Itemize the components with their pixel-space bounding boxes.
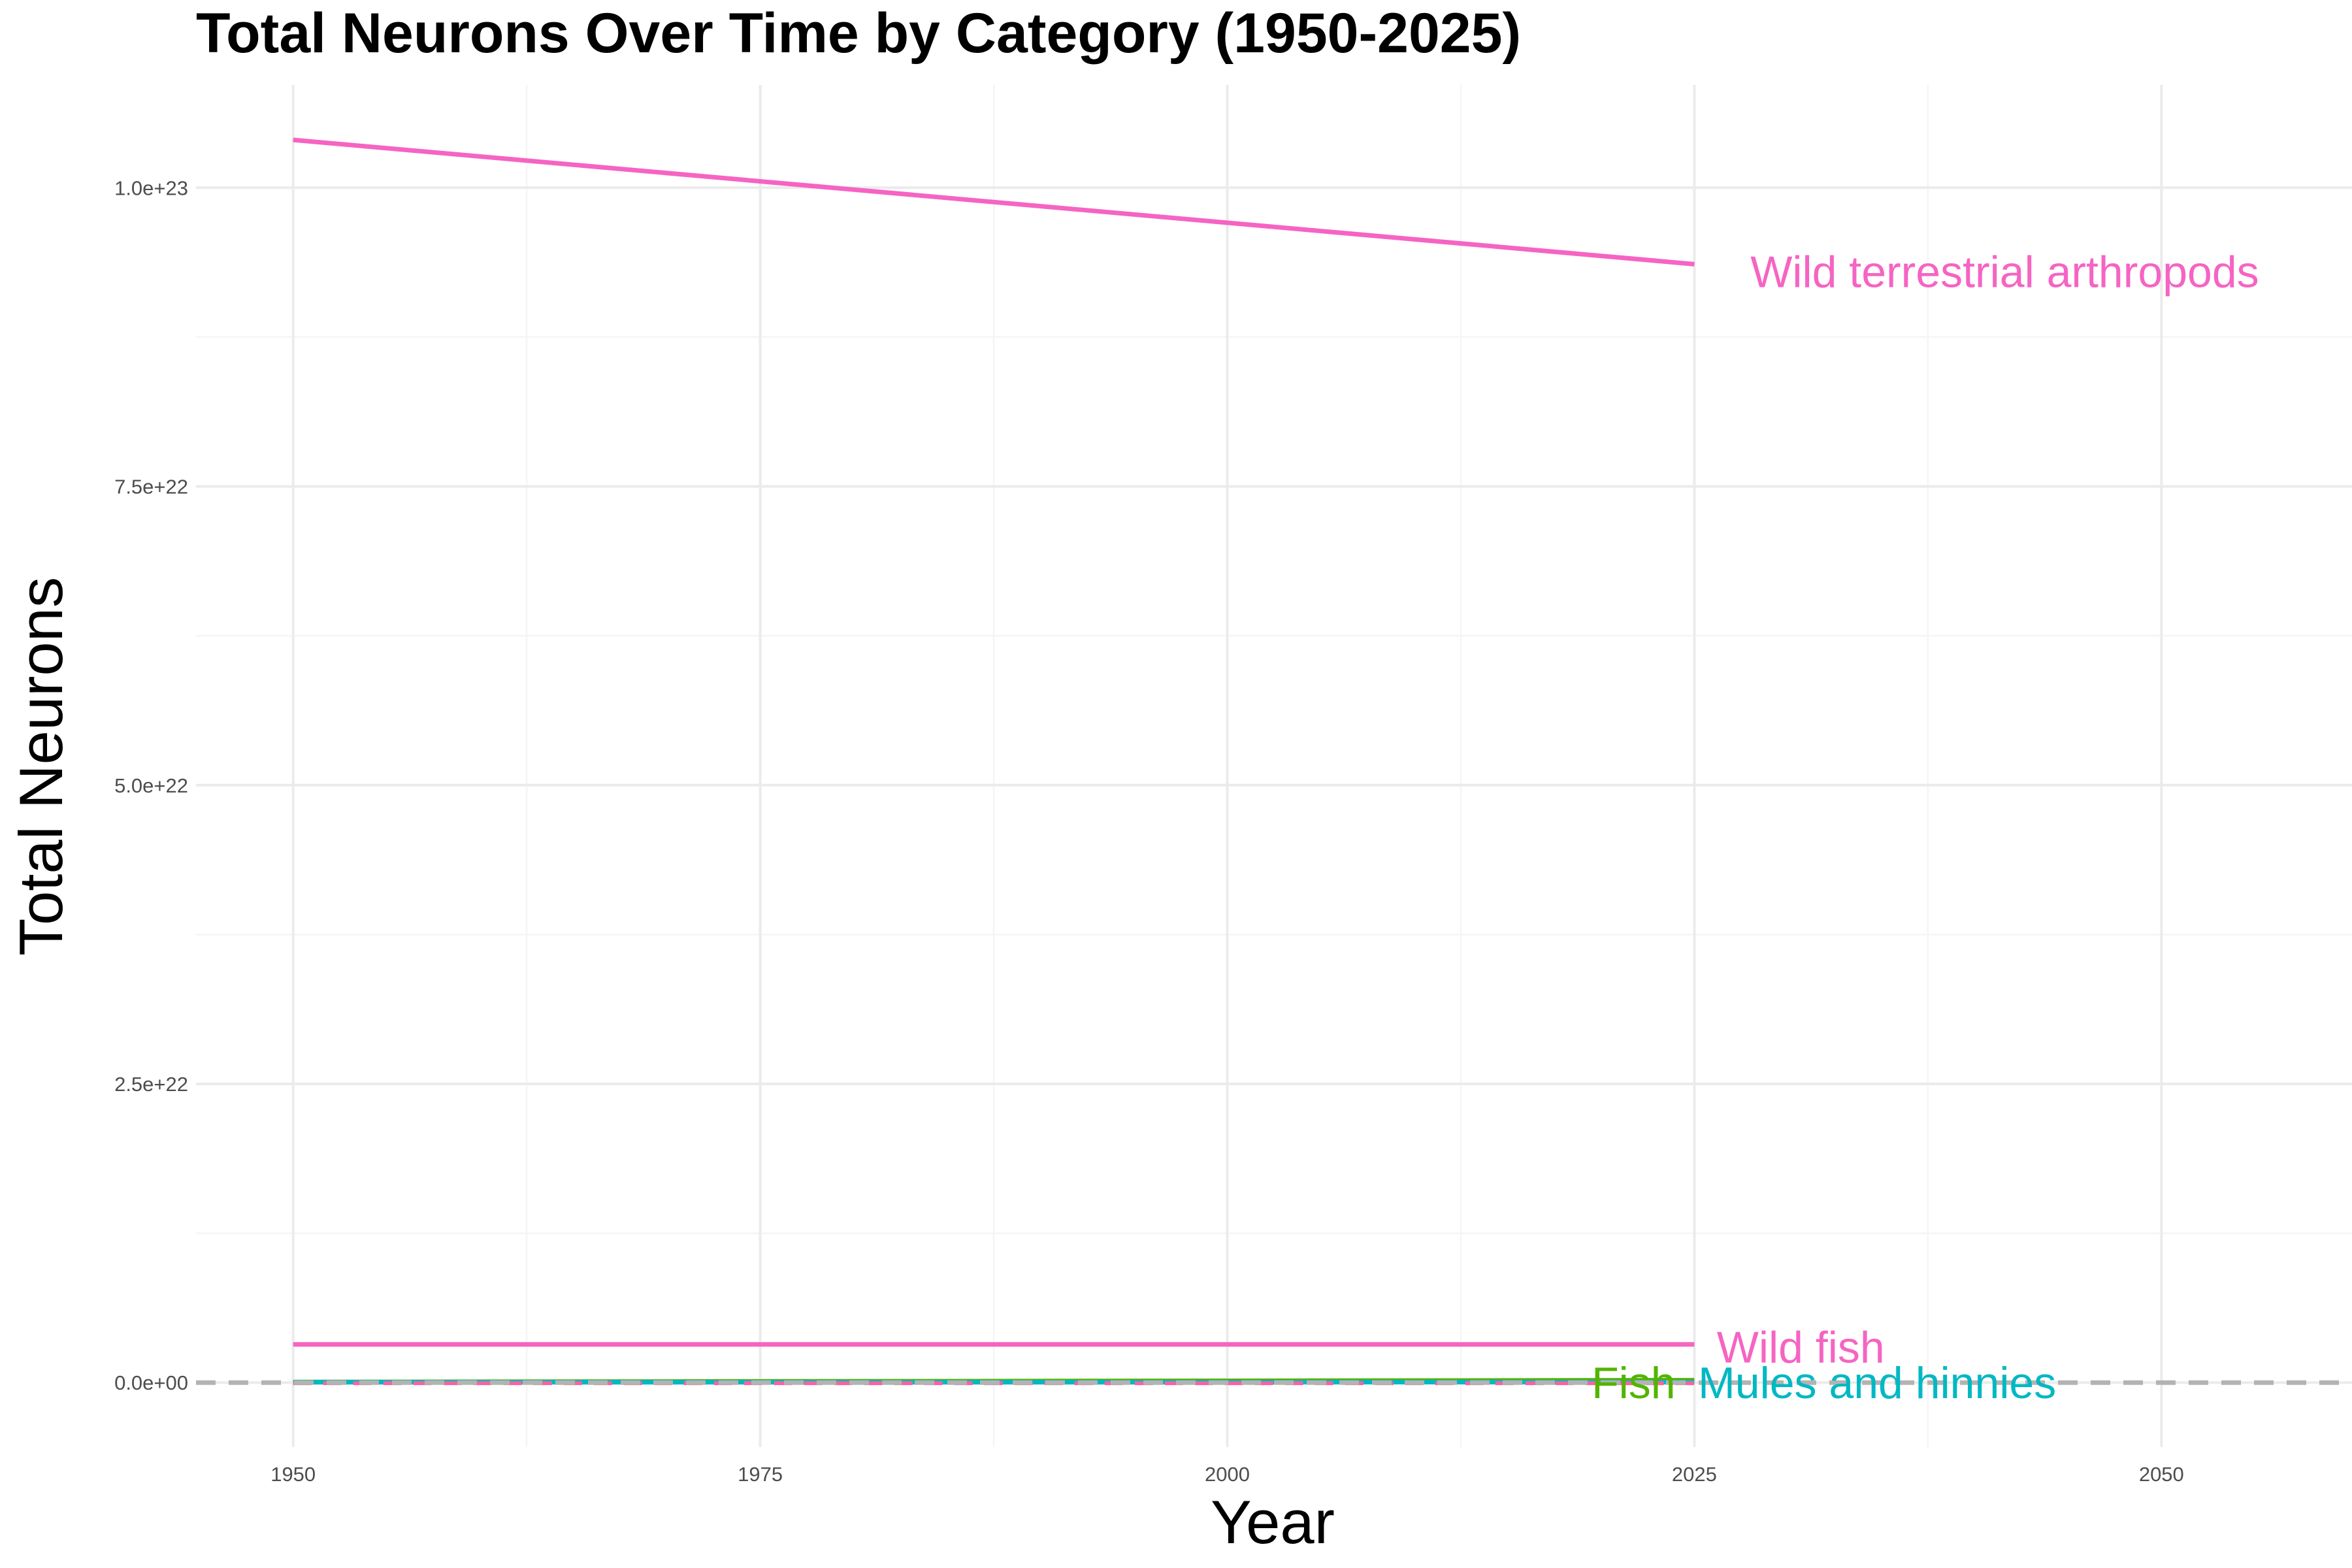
y-axis-ticks: 0.0e+00 2.5e+22 5.0e+22 7.5e+22 1.0e+23 bbox=[114, 176, 188, 1394]
wild-terrestrial-arthropods-series-line bbox=[293, 137, 1695, 267]
y-tick-label: 1.0e+23 bbox=[114, 176, 188, 199]
mules-and-hinnies-label: Mules and hinnies bbox=[1698, 1358, 2056, 1408]
x-tick-label: 2000 bbox=[1205, 1463, 1250, 1486]
y-tick-label: 2.5e+22 bbox=[114, 1073, 188, 1096]
series-labels: Wild terrestrial arthropods Wild fish Fish… bbox=[1592, 247, 2259, 1408]
x-axis-title: Year bbox=[1211, 1488, 1335, 1556]
x-axis-ticks: 1950 1975 2000 2025 2050 bbox=[270, 1463, 2184, 1486]
x-tick-label: 1975 bbox=[738, 1463, 783, 1486]
x-tick-label: 2025 bbox=[1672, 1463, 1717, 1486]
wild-terrestrial-arthropods-label: Wild terrestrial arthropods bbox=[1750, 247, 2259, 297]
chart-title: Total Neurons Over Time by Category (195… bbox=[196, 2, 1521, 65]
y-tick-label: 7.5e+22 bbox=[114, 476, 188, 498]
x-tick-label: 2050 bbox=[2139, 1463, 2184, 1486]
wild-fish-label: Wild fish bbox=[1717, 1322, 1885, 1372]
y-tick-label: 0.0e+00 bbox=[114, 1371, 188, 1394]
x-tick-label: 1950 bbox=[270, 1463, 316, 1486]
y-axis-title: Total Neurons bbox=[7, 577, 75, 956]
fish-label: Fish bbox=[1592, 1358, 1675, 1408]
y-tick-label: 5.0e+22 bbox=[114, 774, 188, 797]
